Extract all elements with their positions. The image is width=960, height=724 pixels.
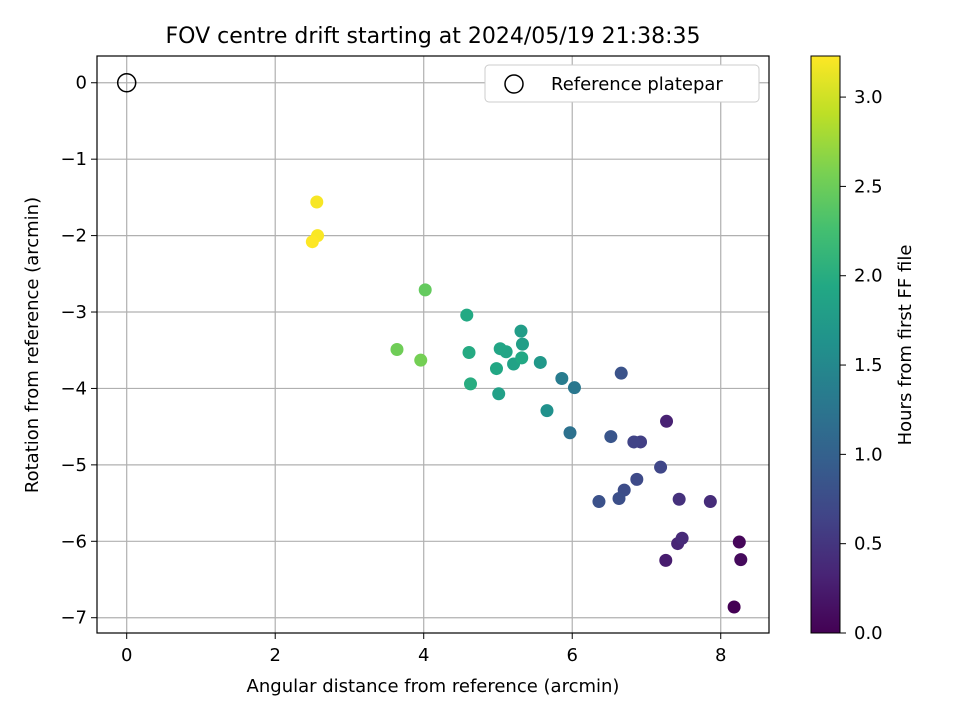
chart-title: FOV centre drift starting at 2024/05/19 …	[166, 24, 701, 49]
colorbar-fill	[811, 56, 840, 633]
data-point	[612, 491, 626, 505]
data-point	[514, 324, 528, 338]
colorbar-tick-label: 1.5	[854, 355, 883, 376]
colorbar-tick-label: 2.5	[854, 176, 883, 197]
y-tick-label: −3	[60, 302, 87, 323]
data-point	[493, 342, 507, 356]
colorbar-frame	[810, 55, 841, 634]
data-point	[630, 472, 644, 486]
data-point	[305, 235, 319, 249]
x-axis-label: Angular distance from reference (arcmin)	[247, 676, 620, 697]
x-axis-ticks: 0 2 4 6 8	[121, 633, 726, 666]
colorbar-tick-label: 0.0	[854, 623, 883, 644]
data-point	[540, 404, 554, 418]
y-axis-label: Rotation from reference (arcmin)	[22, 197, 43, 493]
data-point	[732, 535, 746, 549]
legend-marker-icon	[504, 74, 524, 94]
legend-entry-reference: Reference platepar	[551, 74, 723, 95]
x-tick-label: 2	[269, 645, 280, 666]
reference-platepar-marker	[116, 72, 137, 93]
data-point	[390, 342, 404, 356]
y-tick-label: −2	[60, 226, 87, 247]
colorbar-ticks: 0.0 0.5 1.0 1.5 2.0 2.5 3.0	[840, 87, 883, 644]
data-point	[654, 460, 668, 474]
colorbar-tick-label: 3.0	[854, 87, 883, 108]
data-point	[659, 553, 673, 567]
data-point	[703, 495, 717, 509]
data-point	[614, 366, 628, 380]
data-point	[533, 355, 547, 369]
data-point	[567, 381, 581, 395]
data-point	[463, 377, 477, 391]
legend: Reference platepar	[484, 64, 760, 103]
colorbar-tick-label: 2.0	[854, 266, 883, 287]
data-point	[727, 600, 741, 614]
data-point	[627, 435, 641, 449]
legend-box	[484, 64, 760, 103]
data-point	[515, 351, 529, 365]
data-point	[592, 495, 606, 509]
plot-area-frame	[96, 55, 770, 634]
y-tick-label: −4	[60, 378, 87, 399]
x-tick-label: 8	[715, 645, 726, 666]
data-point	[414, 353, 428, 367]
data-point	[462, 346, 476, 360]
y-axis-ticks: 0 −1 −2 −3 −4 −5 −6 −7	[60, 73, 97, 629]
scatter-points	[305, 195, 748, 614]
colorbar-tick-label: 1.0	[854, 444, 883, 465]
colorbar-label: Hours from first FF file	[895, 245, 916, 446]
data-point	[660, 414, 674, 428]
x-tick-label: 6	[566, 645, 577, 666]
data-point	[555, 372, 569, 386]
data-point	[310, 195, 324, 209]
y-tick-label: −6	[60, 531, 87, 552]
data-point	[515, 337, 529, 351]
data-point	[563, 426, 577, 440]
colorbar: 0.0 0.5 1.0 1.5 2.0 2.5 3.0 Hours from first F…	[810, 55, 916, 644]
y-tick-label: −1	[60, 149, 87, 170]
data-point	[672, 492, 686, 506]
data-point	[734, 553, 748, 567]
data-point	[489, 362, 503, 376]
colorbar-tick-label: 0.5	[854, 534, 883, 555]
data-point	[418, 283, 432, 297]
data-point	[604, 430, 618, 444]
data-point	[492, 387, 506, 401]
y-tick-label: 0	[76, 73, 87, 94]
x-tick-label: 0	[121, 645, 132, 666]
x-tick-label: 4	[418, 645, 429, 666]
data-point	[460, 308, 474, 322]
data-point	[675, 531, 689, 545]
y-tick-label: −7	[60, 608, 87, 629]
y-tick-label: −5	[60, 455, 87, 476]
